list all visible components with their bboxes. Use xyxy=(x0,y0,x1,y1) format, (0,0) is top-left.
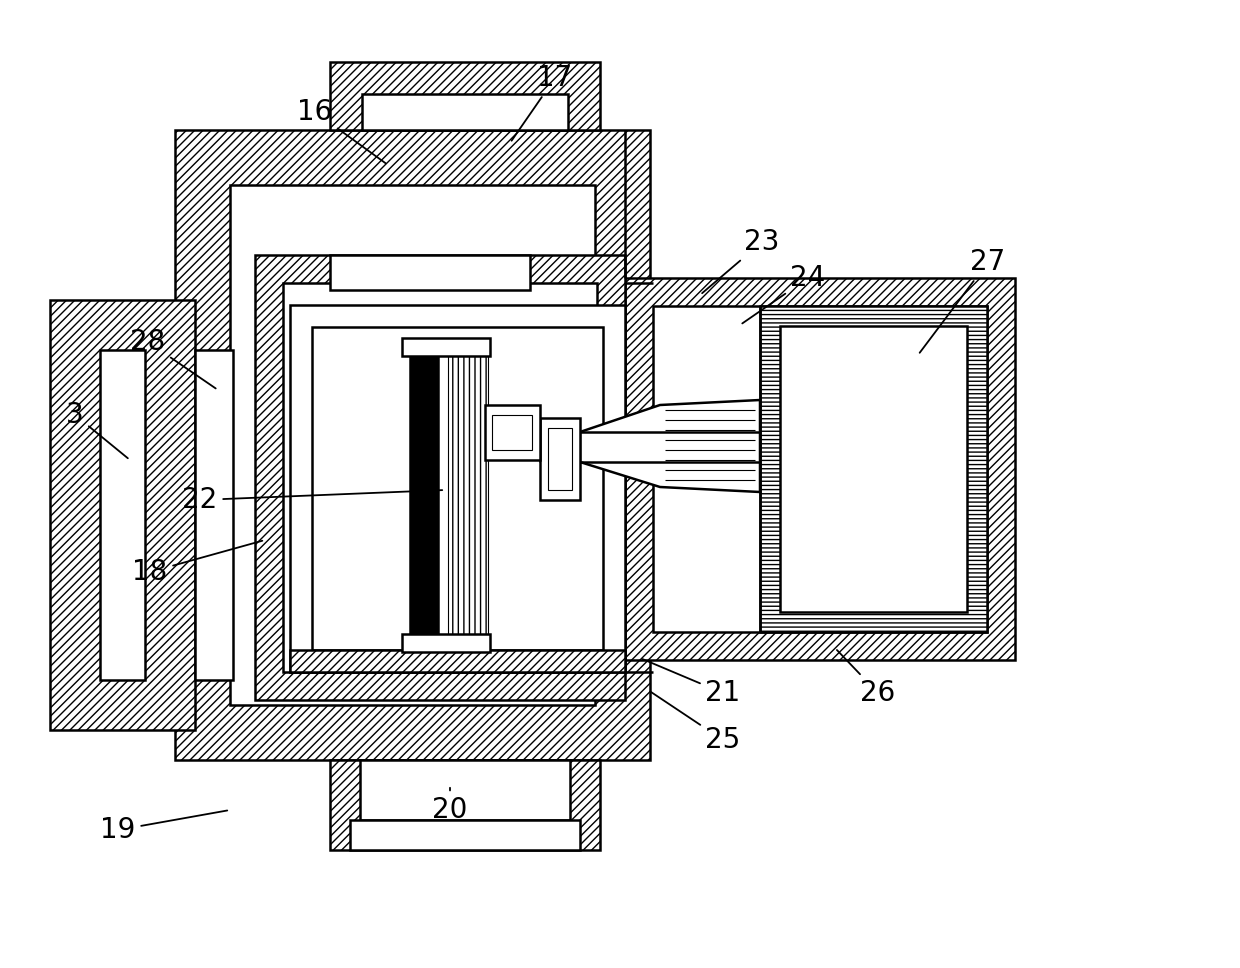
Bar xyxy=(625,278,1016,660)
Bar xyxy=(312,327,603,650)
Bar xyxy=(539,418,580,500)
Text: 21: 21 xyxy=(642,659,740,707)
Bar xyxy=(410,350,438,640)
Text: 20: 20 xyxy=(433,788,467,824)
Text: 3: 3 xyxy=(66,401,128,458)
Bar xyxy=(330,255,529,290)
Bar xyxy=(330,760,600,850)
Text: 26: 26 xyxy=(837,650,895,707)
Bar xyxy=(402,634,490,652)
Bar xyxy=(290,650,625,672)
Bar xyxy=(653,306,987,632)
Text: 24: 24 xyxy=(743,264,826,323)
Text: 19: 19 xyxy=(100,810,227,844)
Bar xyxy=(255,255,625,700)
Text: 16: 16 xyxy=(298,98,386,164)
Bar xyxy=(448,350,489,640)
Bar xyxy=(402,338,490,356)
Bar xyxy=(50,300,195,730)
Text: 25: 25 xyxy=(650,691,740,754)
Bar xyxy=(100,350,145,680)
Bar xyxy=(195,350,233,680)
Text: 22: 22 xyxy=(182,486,443,514)
Bar xyxy=(780,326,967,612)
Bar xyxy=(290,305,625,672)
Bar xyxy=(360,760,570,820)
Bar xyxy=(492,415,532,450)
Text: 23: 23 xyxy=(702,228,780,293)
Bar xyxy=(362,94,568,130)
Polygon shape xyxy=(580,400,760,492)
Bar xyxy=(485,405,539,460)
Bar xyxy=(283,283,596,672)
Bar xyxy=(350,820,580,850)
Bar xyxy=(548,428,572,490)
Bar xyxy=(330,62,600,130)
Text: 18: 18 xyxy=(133,541,263,586)
Bar xyxy=(175,130,650,760)
Text: 17: 17 xyxy=(512,64,573,140)
Text: 28: 28 xyxy=(130,328,216,388)
Bar xyxy=(229,185,595,705)
Text: 27: 27 xyxy=(920,248,1006,352)
Bar xyxy=(760,306,987,632)
